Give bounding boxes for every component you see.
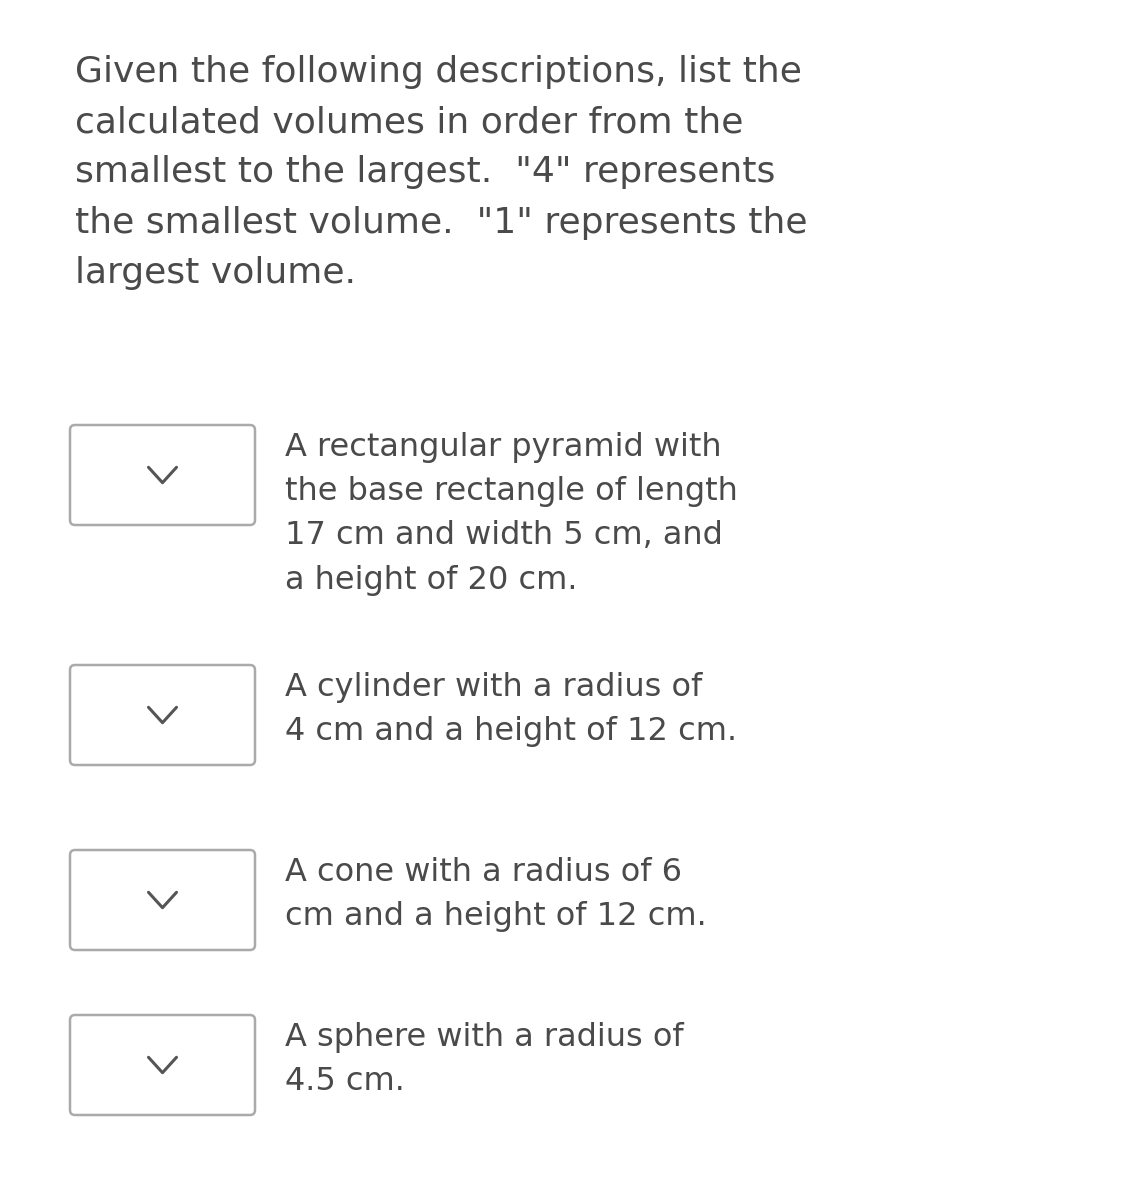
FancyBboxPatch shape <box>70 425 255 526</box>
Text: Given the following descriptions, list the
calculated volumes in order from the
: Given the following descriptions, list t… <box>75 55 807 289</box>
FancyBboxPatch shape <box>70 850 255 950</box>
Text: A sphere with a radius of
4.5 cm.: A sphere with a radius of 4.5 cm. <box>285 1022 684 1097</box>
Text: A cylinder with a radius of
4 cm and a height of 12 cm.: A cylinder with a radius of 4 cm and a h… <box>285 672 737 748</box>
FancyBboxPatch shape <box>70 1015 255 1115</box>
Text: A rectangular pyramid with
the base rectangle of length
17 cm and width 5 cm, an: A rectangular pyramid with the base rect… <box>285 432 738 595</box>
Text: A cone with a radius of 6
cm and a height of 12 cm.: A cone with a radius of 6 cm and a heigh… <box>285 857 706 932</box>
FancyBboxPatch shape <box>70 665 255 766</box>
